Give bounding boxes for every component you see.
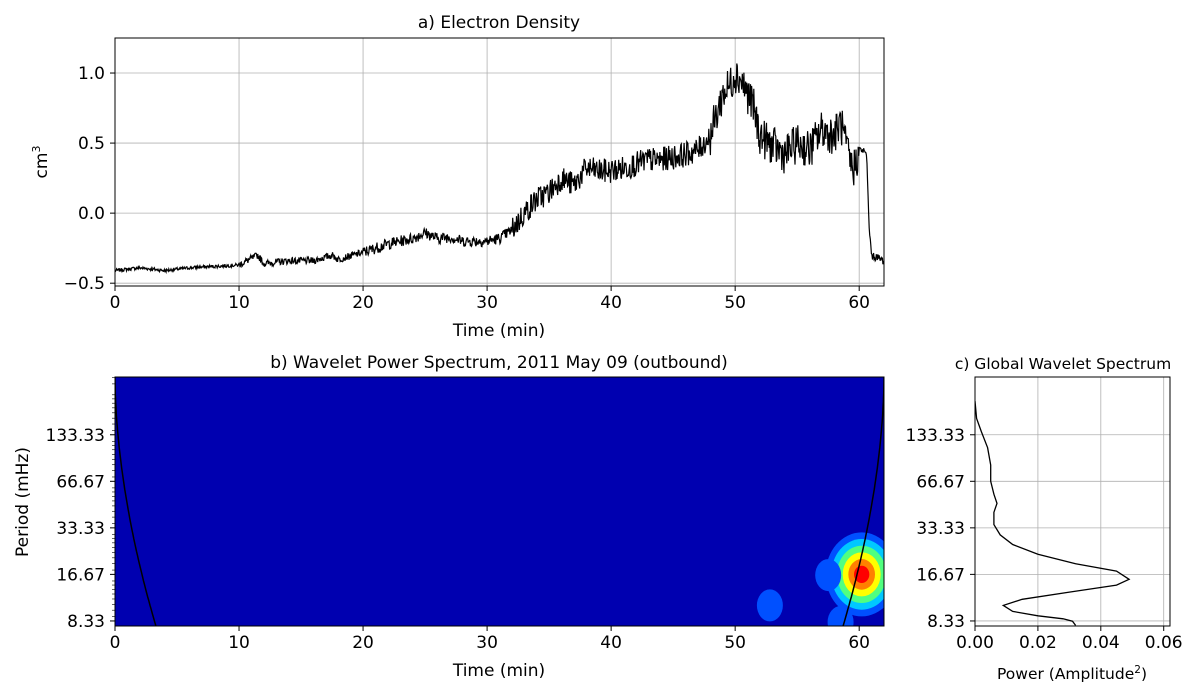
panel-b-frame bbox=[114, 376, 885, 627]
panel-c-xlabel-suffix: ) bbox=[1141, 665, 1147, 683]
panel-c-xtick-label: 0.00 bbox=[956, 633, 994, 653]
panel-a-xtick-label: 0 bbox=[110, 293, 121, 313]
panel-b-xtick-label: 40 bbox=[600, 633, 622, 653]
panel-a-xlabel: Time (min) bbox=[452, 321, 545, 341]
panel-a-ylabel-sup: 3 bbox=[30, 146, 43, 153]
panel-b-ytick-label: 66.67 bbox=[56, 472, 105, 492]
panel-b-ytick-label: 133.33 bbox=[46, 426, 105, 446]
panel-c-ytick-label: 16.67 bbox=[916, 565, 965, 585]
panel-b-xtick-label: 60 bbox=[848, 633, 870, 653]
panel-a-xtick-label: 50 bbox=[724, 293, 746, 313]
wavelet-power-panel: b) Wavelet Power Spectrum, 2011 May 09 (… bbox=[13, 353, 885, 681]
panel-b-xtick-label: 30 bbox=[476, 633, 498, 653]
wavelet-contour bbox=[756, 589, 783, 622]
cone-of-influence-left bbox=[115, 377, 157, 626]
panel-c-xlabel-sup: 2 bbox=[1134, 664, 1141, 676]
panel-b-title: b) Wavelet Power Spectrum, 2011 May 09 (… bbox=[270, 353, 728, 373]
wavelet-contour bbox=[815, 559, 842, 592]
panel-b-ticks: 0 10 20 30 40 50 60 133.33 66.67 33.33 16.67 8.33 bbox=[46, 377, 870, 653]
panel-a-title: a) Electron Density bbox=[418, 13, 580, 33]
panel-a-frame bbox=[114, 37, 885, 287]
panel-b-xlabel: Time (min) bbox=[452, 661, 545, 681]
panel-b-xtick-label: 10 bbox=[228, 633, 250, 653]
panel-c-ytick-label: 133.33 bbox=[906, 426, 965, 446]
panel-a-xtick-label: 40 bbox=[600, 293, 622, 313]
cone-of-influence-right bbox=[842, 377, 884, 626]
panel-c-title: c) Global Wavelet Spectrum bbox=[955, 355, 1171, 373]
panel-a-ylabel-base: cm bbox=[32, 153, 52, 179]
electron-density-line bbox=[115, 63, 884, 275]
panel-c-xtick-label: 0.04 bbox=[1082, 633, 1120, 653]
panel-a-ticks: 0 10 20 30 40 50 60 −0.5 0.0 0.5 1.0 bbox=[64, 64, 870, 313]
panel-a-xtick-label: 60 bbox=[848, 293, 870, 313]
panel-c-xtick-label: 0.02 bbox=[1019, 633, 1057, 653]
panel-b-ytick-label: 16.67 bbox=[56, 565, 105, 585]
panel-c-ticks: 0.00 0.02 0.04 0.06 133.33 66.67 33.33 16.67 8.3… bbox=[906, 426, 1183, 653]
panel-b-xtick-label: 50 bbox=[724, 633, 746, 653]
panel-a-ytick-label: −0.5 bbox=[64, 274, 105, 294]
panel-a-ytick-label: 1.0 bbox=[78, 64, 105, 84]
panel-a-xtick-label: 20 bbox=[352, 293, 374, 313]
panel-b-ylabel: Period (mHz) bbox=[13, 447, 33, 557]
panel-b-ytick-label: 33.33 bbox=[56, 519, 105, 539]
panel-c-ytick-label: 66.67 bbox=[916, 472, 965, 492]
panel-a-xtick-label: 30 bbox=[476, 293, 498, 313]
panel-c-xlabel: Power (Amplitude2) bbox=[997, 664, 1147, 683]
panel-b-xtick-label: 0 bbox=[110, 633, 121, 653]
global-wavelet-panel: c) Global Wavelet Spectrum 0.00 0.02 0.04 0… bbox=[906, 355, 1183, 683]
panel-b-xtick-label: 20 bbox=[352, 633, 374, 653]
panel-c-frame bbox=[974, 376, 1171, 627]
wavelet-background bbox=[115, 377, 884, 626]
panel-c-ytick-label: 33.33 bbox=[916, 519, 965, 539]
panel-a-ytick-label: 0.0 bbox=[78, 204, 105, 224]
panel-a-xtick-label: 10 bbox=[228, 293, 250, 313]
panel-c-grid bbox=[974, 377, 1170, 626]
global-spectrum-line bbox=[975, 401, 1131, 626]
panel-a-ytick-label: 0.5 bbox=[78, 134, 105, 154]
panel-c-ytick-label: 8.33 bbox=[927, 612, 965, 632]
panel-c-xtick-label: 0.06 bbox=[1145, 633, 1183, 653]
electron-density-panel: a) Electron Density 0 10 20 30 40 50 60 −0.5 0.0… bbox=[30, 13, 885, 341]
panel-a-grid bbox=[114, 38, 884, 286]
panel-a-ylabel: cm3 bbox=[30, 146, 52, 179]
panel-b-ytick-label: 8.33 bbox=[67, 612, 105, 632]
panel-c-xlabel-base: Power (Amplitude bbox=[997, 665, 1134, 683]
